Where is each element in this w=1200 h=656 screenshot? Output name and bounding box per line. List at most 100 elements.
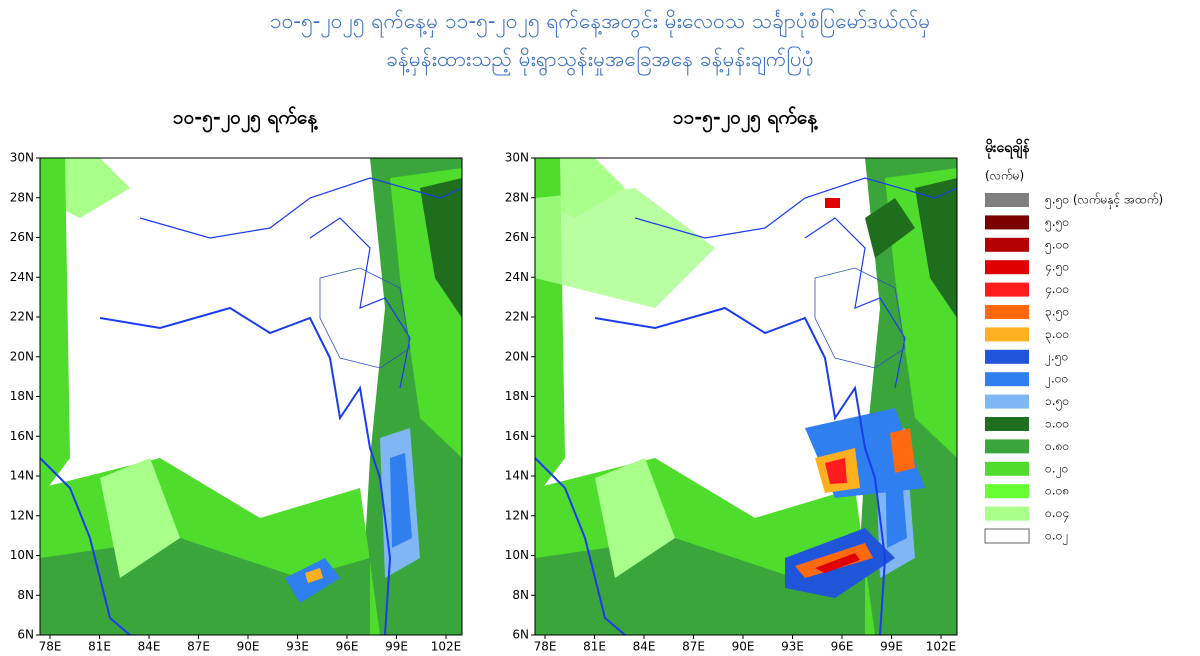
lon-label: 96E: [336, 640, 359, 654]
lon-label: 78E: [39, 640, 62, 654]
lat-label: 16N: [10, 429, 34, 443]
legend-label: ၁.၀၀: [1045, 417, 1069, 431]
lon-label: 96E: [831, 640, 854, 654]
lat-label: 28N: [505, 190, 529, 204]
lon-label: 90E: [237, 640, 260, 654]
border: [139, 177, 463, 239]
rain-area: [305, 568, 323, 583]
map-title: ၁၁-၅-၂၀၂၅ ရက်နေ့: [673, 105, 819, 134]
legend-swatch: [985, 282, 1029, 297]
lon-label: 81E: [583, 640, 606, 654]
legend-label: ၀.၀၄: [1045, 506, 1069, 523]
lat-label: 10N: [505, 548, 529, 562]
lon-label: 102E: [926, 640, 957, 654]
map-title: ၁၀-၅-၂၀၂၅ ရက်နေ့: [173, 105, 319, 134]
rain-area: [815, 553, 860, 573]
legend-label: ၂.၅၀: [1045, 349, 1068, 366]
legend-swatch: [985, 394, 1029, 409]
lon-label: 87E: [682, 640, 705, 654]
border: [804, 217, 906, 389]
border: [309, 217, 411, 389]
legend-label: ၀.၂၀: [1045, 461, 1068, 478]
coastline: [534, 457, 626, 636]
lat-label: 18N: [10, 389, 34, 403]
legend-swatch: [985, 260, 1029, 275]
legend-title: မိုးရေချိန်: [985, 139, 1030, 159]
legend-swatch: [985, 305, 1029, 319]
rain-area: [825, 458, 847, 484]
lon-label: 93E: [286, 640, 309, 654]
lat-label: 24N: [505, 270, 529, 284]
lat-label: 12N: [505, 508, 529, 522]
lat-label: 8N: [512, 588, 529, 602]
lon-label: 87E: [187, 640, 210, 654]
legend-swatch: [985, 327, 1029, 342]
lat-label: 28N: [10, 190, 34, 204]
lat-label: 26N: [10, 230, 34, 244]
lat-label: 12N: [10, 508, 34, 522]
lon-label: 84E: [633, 640, 656, 654]
map-panel: 30N 28N 26N 24N 22N 20N 18N 16N 14N 12N 10N 8N 6N 78E…: [10, 151, 463, 654]
legend-label: ၄.၀၀: [1045, 282, 1069, 299]
lon-label: 102E: [431, 640, 462, 654]
legend-swatch: [985, 417, 1029, 431]
rain-area: [865, 198, 915, 258]
legend-swatch: [984, 528, 1030, 544]
legend-label: ၄.၅၀: [1045, 260, 1069, 277]
legend-label: ၀.၀၈: [1045, 484, 1069, 498]
rain-area: [535, 188, 715, 308]
legend-label: ၂.၀၀: [1045, 372, 1068, 389]
border: [634, 177, 958, 239]
lat-label: 24N: [10, 270, 34, 284]
legend-swatch: [985, 484, 1029, 499]
legend-label: ၀.၀၂: [1045, 529, 1068, 546]
title-line: ၁၀-၅-၂၀၂၅ ရက်နေ့မှ ၁၁-၅-၂၀၂၅ ရက်နေ့အတွင်…: [270, 7, 930, 39]
coastline: [594, 306, 887, 636]
legend-unit: (လက်မ): [985, 168, 1024, 183]
rain-area: [595, 458, 675, 578]
lon-label: 84E: [138, 640, 161, 654]
lon-label: 93E: [781, 640, 804, 654]
lat-label: 22N: [505, 310, 529, 324]
lat-label: 22N: [10, 310, 34, 324]
lon-label: 90E: [732, 640, 755, 654]
lat-label: 6N: [17, 628, 34, 642]
lat-label: 8N: [17, 588, 34, 602]
legend-swatch: [985, 215, 1029, 230]
lat-label: 18N: [505, 389, 529, 403]
legend-swatch: [985, 461, 1029, 476]
lat-label: 20N: [10, 349, 34, 363]
lat-label: 10N: [10, 548, 34, 562]
lat-label: 6N: [512, 628, 529, 642]
coastline: [39, 457, 131, 636]
lat-label: 14N: [10, 469, 34, 483]
legend-label: ၀.၈၀: [1045, 439, 1069, 453]
lat-label: 20N: [505, 349, 529, 363]
legend-label: ၃.၅၀: [1045, 305, 1069, 322]
lon-label: 81E: [88, 640, 111, 654]
rain-area: [795, 543, 873, 578]
lat-label: 26N: [505, 230, 529, 244]
coastline: [99, 306, 392, 636]
rain-area: [420, 178, 462, 318]
map-panel: 30N 28N 26N 24N 22N 20N 18N 16N 14N 12N 10N 8N 6N 78E…: [505, 151, 958, 654]
legend-label: ၁.၅၀: [1045, 394, 1069, 411]
rain-area: [40, 158, 70, 498]
legend-swatch: [985, 237, 1029, 252]
lon-label: 99E: [880, 640, 903, 654]
legend-label: ၃.၀၀: [1045, 327, 1069, 344]
legend-label: ၅.၀၀: [1045, 237, 1069, 254]
title-line: ခန့်မှန်းထားသည့် မိုးရွာသွန်းမှုအခြေအနေ …: [386, 45, 814, 77]
rain-area: [915, 178, 957, 318]
lat-label: 16N: [505, 429, 529, 443]
legend-swatch: [985, 506, 1029, 521]
rain-area: [100, 458, 180, 578]
legend-label: ၅.၅၀: [1045, 215, 1069, 232]
rain-area: [825, 198, 840, 208]
region: [814, 267, 906, 369]
rain-area: [390, 453, 412, 548]
region: [319, 267, 411, 369]
legend-label: ၅.၅၀ (လက်မနှင့် အထက်): [1045, 192, 1163, 210]
lat-label: 14N: [505, 469, 529, 483]
lon-label: 78E: [534, 640, 557, 654]
